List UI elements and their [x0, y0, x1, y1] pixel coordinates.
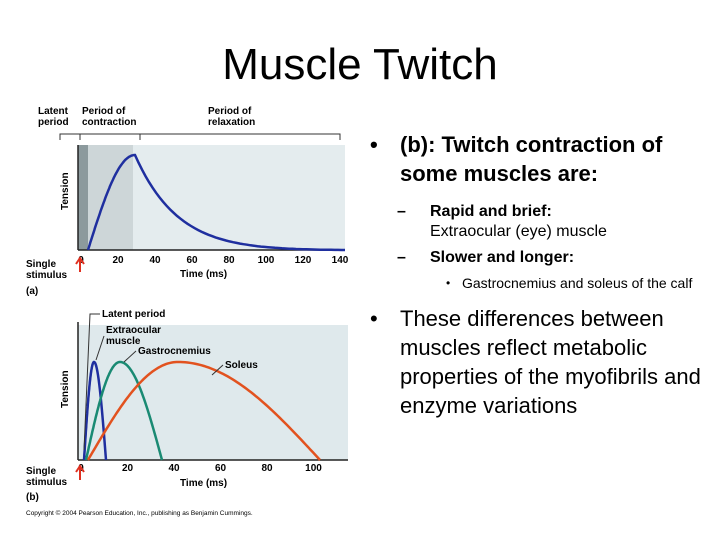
bracket-contraction: [79, 133, 141, 140]
bullet-text: These differences between muscles reflec…: [400, 306, 701, 418]
sub-bullet-rapid: – Rapid and brief: Extraocular (eye) mus…: [370, 202, 710, 242]
tick-label: 20: [122, 463, 134, 474]
b-extraocular-label-1: Extraocular: [106, 325, 161, 336]
latent-band: [78, 145, 88, 250]
slide-title: Muscle Twitch: [222, 40, 498, 89]
tick-label: 120: [295, 255, 312, 266]
b-extraocular-label-2: muscle: [106, 336, 141, 347]
sub-bullet-text: Extraocular (eye) muscle: [430, 223, 607, 240]
contraction-band: [88, 145, 133, 250]
b-soleus-label: Soleus: [225, 360, 258, 371]
bullet-twitch-contraction: • (b): Twitch contraction of some muscle…: [370, 130, 710, 188]
relaxation-band: [133, 145, 345, 250]
twitch-curve: [86, 153, 345, 252]
tick-label: 80: [261, 463, 273, 474]
phase-label-latent-2: period: [38, 117, 69, 128]
dash-icon: –: [397, 249, 406, 266]
twitch-figure: Latent period Period of contraction Peri…: [26, 106, 349, 517]
b-xlabel: Time (ms): [180, 478, 227, 489]
sub-bullet-slower: – Slower and longer:: [370, 248, 710, 268]
bullet-dot-icon: •: [370, 306, 378, 331]
soleus-curve: [86, 360, 321, 461]
bullet-differences: • These differences between muscles refl…: [370, 304, 710, 420]
sub-bullet-head: Slower and longer:: [430, 249, 575, 266]
a-xlabel: Time (ms): [180, 269, 227, 280]
panel-a: Latent period Period of contraction Peri…: [26, 106, 349, 297]
tick-label: 80: [223, 255, 235, 266]
b-latent-label: Latent period: [102, 309, 165, 320]
sub-bullet-head: Rapid and brief:: [430, 203, 552, 220]
a-stimulus-arrow: [75, 256, 85, 272]
tick-label: 20: [112, 255, 124, 266]
tick-label: 60: [186, 255, 198, 266]
panel-b: Latent period Extraocular muscle Gastroc…: [26, 309, 348, 503]
a-panel-label: (a): [26, 286, 38, 297]
phase-label-relaxation-1: Period of: [208, 106, 252, 117]
phase-label-relaxation-2: relaxation: [208, 117, 255, 128]
b-tick-labels: 0 20 40 60 80 100: [78, 463, 322, 474]
b-stimulus-2: stimulus: [26, 477, 68, 488]
b-latent-leader: [83, 313, 100, 451]
a-stimulus-1: Single: [26, 259, 56, 270]
sub-sub-bullet-text: Gastrocnemius and soleus of the calf: [462, 275, 693, 291]
tick-label: 100: [305, 463, 322, 474]
bullet-dot-icon: •: [370, 132, 378, 157]
tick-label: 40: [149, 255, 161, 266]
phase-label-contraction-2: contraction: [82, 117, 136, 128]
a-ylabel: Tension: [60, 172, 71, 210]
b-stimulus-arrow: [75, 464, 85, 480]
a-tick-labels: 0 20 40 60 80 100 120 140: [78, 255, 349, 266]
tick-label: 100: [258, 255, 275, 266]
b-soleus-leader: [211, 364, 224, 376]
b-gastrocnemius-leader: [123, 350, 137, 363]
extraocular-curve: [82, 360, 108, 461]
bullet-text: (b): Twitch contraction of some muscles …: [400, 132, 663, 186]
b-background: [78, 325, 348, 460]
b-ylabel: Tension: [60, 370, 71, 408]
b-gastrocnemius-label: Gastrocnemius: [138, 346, 211, 357]
bullet-list: • (b): Twitch contraction of some muscle…: [370, 130, 710, 434]
sub-sub-bullet-calf: • Gastrocnemius and soleus of the calf: [370, 274, 710, 292]
b-extraocular-leader: [95, 335, 105, 361]
tick-label: 140: [332, 255, 349, 266]
b-panel-label: (b): [26, 492, 39, 503]
bracket-relaxation: [139, 133, 341, 140]
phase-label-latent-1: Latent: [38, 106, 69, 117]
b-stimulus-1: Single: [26, 466, 56, 477]
tick-label: 60: [215, 463, 227, 474]
tick-label: 40: [168, 463, 180, 474]
copyright: Copyright © 2004 Pearson Education, Inc.…: [26, 509, 253, 517]
a-stimulus-2: stimulus: [26, 270, 68, 281]
gastrocnemius-curve: [84, 360, 164, 461]
phase-label-contraction-1: Period of: [82, 106, 126, 117]
dash-icon: –: [397, 203, 406, 220]
bracket-latent: [59, 133, 81, 140]
bullet-dot-icon: •: [446, 276, 451, 290]
